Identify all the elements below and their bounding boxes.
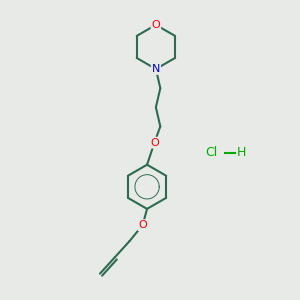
Text: N: N — [152, 64, 160, 74]
Text: O: O — [152, 20, 160, 30]
Text: O: O — [150, 138, 159, 148]
Text: O: O — [138, 220, 147, 230]
Text: Cl: Cl — [206, 146, 218, 159]
Text: H: H — [237, 146, 246, 159]
